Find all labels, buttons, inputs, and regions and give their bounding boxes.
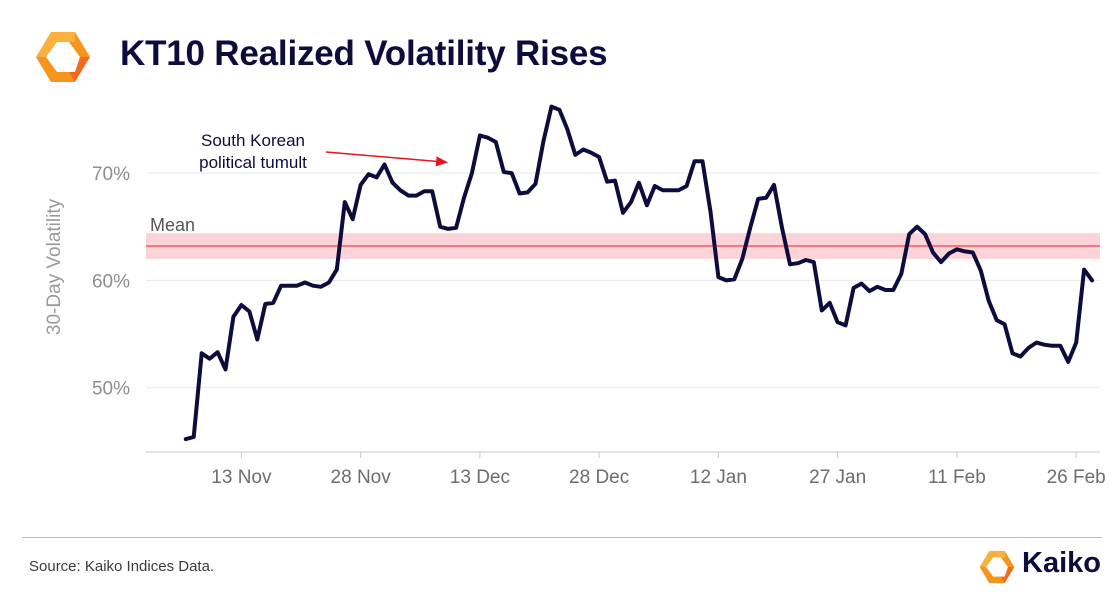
annotation-text-line2: political tumult (199, 153, 307, 172)
x-tick-label-1: 28 Nov (331, 467, 392, 488)
x-tick-label-6: 11 Feb (928, 467, 986, 488)
volatility-line (183, 104, 1095, 442)
annotation-arrow-head (435, 156, 449, 167)
logo-shape-lower (69, 32, 90, 82)
x-tick-label-7: 26 Feb (1047, 467, 1106, 488)
kaiko-logo-icon (36, 32, 90, 82)
x-tick-label-0: 13 Nov (211, 467, 272, 488)
brand-logo: Kaiko (978, 546, 1108, 586)
y-axis-ticks: 50% 60% 70% (92, 164, 130, 400)
x-tick-label-3: 28 Dec (569, 467, 629, 488)
kaiko-logo-icon (979, 550, 1015, 584)
brand-wordmark: Kaiko (1022, 547, 1101, 579)
y-tick-label-50: 50% (92, 379, 130, 400)
annotation-text-line1: South Korean (201, 131, 305, 150)
x-axis-ticks: 13 Nov 28 Nov 13 Dec 28 Dec 12 Jan 27 Jan 11 F… (211, 452, 1106, 488)
annotation-arrow (325, 151, 437, 163)
x-tick-label-4: 12 Jan (690, 467, 747, 488)
logo-shape-upper (36, 32, 75, 82)
y-tick-label-70: 70% (92, 164, 130, 185)
footer-divider (22, 537, 1102, 538)
x-tick-label-5: 27 Jan (809, 467, 866, 488)
grid-lines (146, 172, 1100, 389)
source-note: Source: Kaiko Indices Data. (29, 558, 215, 575)
x-tick-label-2: 13 Dec (450, 467, 510, 488)
chart-title: KT10 Realized Volatility Rises (120, 34, 608, 73)
y-axis-label: 30-Day Volatility (44, 198, 65, 335)
mean-label: Mean (150, 215, 195, 235)
y-tick-label-60: 60% (92, 271, 130, 292)
